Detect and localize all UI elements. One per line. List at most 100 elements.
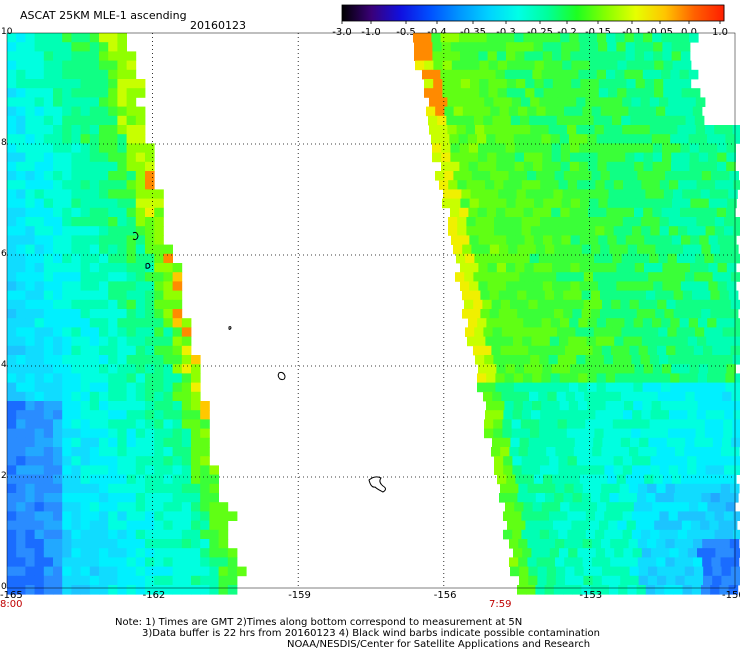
data-cell	[126, 79, 137, 89]
data-cell	[89, 382, 100, 393]
data-cell	[89, 391, 100, 402]
data-cell	[25, 474, 35, 485]
data-cell	[615, 207, 626, 218]
data-cell	[99, 180, 109, 190]
data-cell	[548, 428, 558, 439]
data-cell	[117, 106, 127, 117]
data-cell	[677, 529, 688, 540]
data-cell	[529, 391, 539, 402]
data-cell	[644, 42, 654, 52]
data-cell	[181, 355, 192, 365]
data-cell	[145, 318, 155, 328]
data-cell	[486, 69, 496, 80]
data-cell	[684, 483, 694, 494]
data-cell	[538, 253, 549, 264]
data-cell	[606, 161, 617, 172]
data-cell	[25, 263, 35, 273]
data-cell	[126, 539, 137, 549]
data-cell	[643, 161, 653, 172]
data-cell	[16, 152, 26, 163]
data-cell	[43, 336, 54, 347]
data-cell	[579, 474, 590, 485]
data-cell	[108, 281, 118, 291]
data-cell	[646, 493, 656, 503]
data-cell	[154, 318, 164, 328]
data-cell	[25, 585, 35, 595]
data-cell	[163, 345, 173, 356]
data-cell	[25, 364, 35, 374]
data-cell	[609, 585, 619, 595]
data-cell	[656, 483, 666, 494]
data-cell	[597, 152, 608, 163]
data-cell	[501, 115, 512, 126]
data-cell	[630, 437, 640, 448]
data-cell	[596, 69, 607, 80]
colorbar-label: -0.05	[647, 27, 673, 38]
data-cell	[660, 336, 670, 347]
data-cell	[716, 318, 726, 328]
data-cell	[705, 355, 715, 365]
data-cell	[80, 575, 91, 586]
data-cell	[546, 345, 557, 356]
data-cell	[71, 465, 81, 475]
data-cell	[519, 272, 529, 282]
data-cell	[506, 88, 517, 98]
data-cell	[489, 244, 500, 255]
data-cell	[53, 327, 63, 337]
data-cell	[734, 373, 740, 383]
data-cell	[589, 235, 599, 245]
data-cell	[126, 318, 137, 328]
data-cell	[172, 382, 183, 393]
data-cell	[632, 410, 642, 420]
data-cell	[53, 272, 63, 282]
data-cell	[451, 60, 462, 71]
data-cell	[117, 364, 127, 374]
data-cell	[457, 180, 467, 190]
data-cell	[622, 511, 633, 521]
data-cell	[650, 226, 660, 236]
data-cell	[714, 456, 725, 466]
data-cell	[653, 235, 663, 245]
data-cell	[543, 88, 554, 98]
data-cell	[481, 171, 491, 181]
data-cell	[671, 152, 681, 163]
data-cell	[486, 382, 496, 393]
data-cell	[657, 437, 668, 448]
data-cell	[108, 493, 118, 503]
data-cell	[154, 391, 164, 402]
data-cell	[562, 79, 572, 89]
data-cell	[43, 226, 54, 236]
data-cell	[62, 290, 72, 301]
data-cell	[574, 437, 585, 448]
data-cell	[695, 97, 706, 107]
data-cell	[126, 401, 137, 411]
data-cell	[494, 410, 504, 420]
data-cell	[730, 575, 740, 586]
data-cell	[71, 125, 81, 135]
data-cell	[89, 106, 100, 117]
data-cell	[686, 97, 697, 107]
data-cell	[62, 152, 72, 163]
data-cell	[62, 69, 72, 80]
data-cell	[53, 401, 63, 411]
data-cell	[99, 345, 109, 356]
data-cell	[579, 152, 589, 163]
data-cell	[422, 33, 432, 43]
data-cell	[513, 382, 524, 393]
data-cell	[172, 309, 183, 319]
data-cell	[108, 226, 118, 236]
data-cell	[154, 520, 164, 531]
data-cell	[477, 161, 488, 172]
data-cell	[25, 60, 35, 71]
data-cell	[581, 493, 592, 503]
data-cell	[494, 336, 505, 347]
data-cell	[16, 60, 26, 71]
data-cell	[523, 134, 533, 144]
data-cell	[108, 51, 118, 61]
data-cell	[53, 585, 63, 595]
data-cell	[7, 290, 17, 301]
data-cell	[500, 299, 511, 310]
data-cell	[25, 447, 35, 457]
data-cell	[536, 171, 546, 181]
data-cell	[584, 391, 594, 402]
